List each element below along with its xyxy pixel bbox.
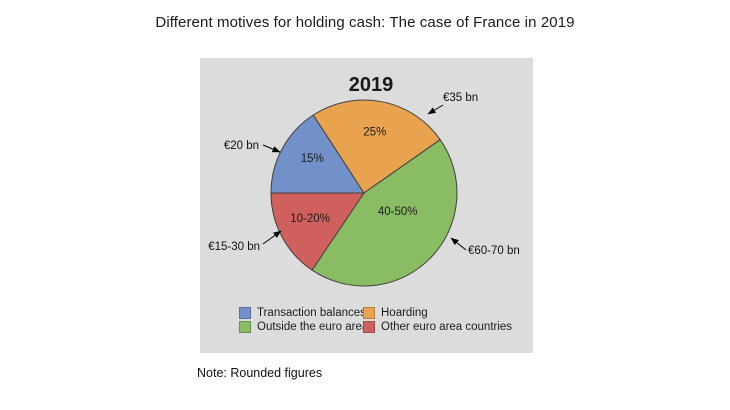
pie-slice-hoarding	[312, 99, 441, 194]
legend: Transaction balances Hoarding Outside the …	[239, 307, 512, 333]
legend-item-hoarding: Hoarding	[363, 307, 512, 319]
legend-item-other-euro-area: Other euro area countries	[363, 321, 512, 333]
pie-slice-other-euro-area	[270, 192, 365, 271]
callout-amount-label: €20 bn	[224, 140, 259, 152]
pie-slices	[270, 99, 458, 287]
legend-label: Transaction balances	[257, 307, 366, 319]
legend-swatch	[363, 307, 375, 319]
legend-item-outside-euro-area: Outside the euro area	[239, 321, 368, 333]
callout-amount-label: €15-30 bn	[208, 241, 260, 253]
legend-swatch	[239, 307, 251, 319]
callout-arrow	[262, 144, 281, 153]
callout-arrow	[450, 237, 467, 251]
callout-amount-label: €60-70 bn	[468, 245, 520, 257]
figure-note: Note: Rounded figures	[197, 366, 323, 380]
callout-arrow	[262, 230, 282, 245]
slice-percent-label: 15%	[301, 153, 324, 165]
pie-slice-outside-euro-area	[311, 139, 458, 287]
legend-swatch	[363, 321, 375, 333]
pie-slice-transaction-balances	[270, 114, 365, 194]
callout-amount-label: €35 bn	[443, 92, 478, 104]
slice-percent-label: 40-50%	[378, 206, 418, 218]
chart-year-title: 2019	[349, 74, 394, 96]
slice-percent-label: 25%	[363, 127, 386, 139]
slice-percent-label: 10-20%	[290, 213, 330, 225]
figure-title: Different motives for holding cash: The …	[155, 14, 575, 31]
pie-chart: 2019 15% €20 bn 25% €35 bn 40-50% €60-70 bn 10…	[208, 74, 520, 287]
legend-label: Other euro area countries	[381, 321, 513, 333]
legend-item-transaction-balances: Transaction balances	[239, 307, 366, 319]
chart-panel: 2019 15% €20 bn 25% €35 bn 40-50% €60-70 bn 10…	[200, 58, 533, 353]
legend-swatch	[239, 321, 251, 333]
pie-annotations: 15% €20 bn 25% €35 bn 40-50% €60-70 bn 10-20% €…	[208, 92, 520, 257]
legend-label: Hoarding	[381, 307, 428, 319]
callout-arrow	[427, 104, 444, 115]
legend-label: Outside the euro area	[257, 321, 369, 333]
